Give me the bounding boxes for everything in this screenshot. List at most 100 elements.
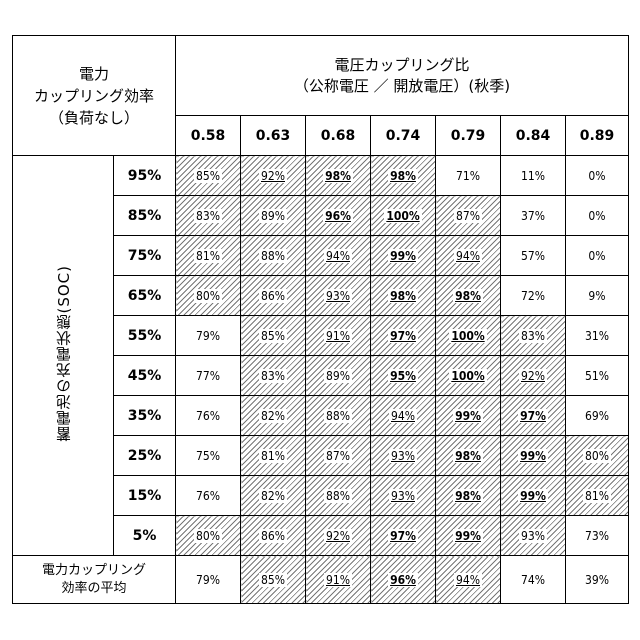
efficiency-value: 80%	[194, 529, 222, 543]
efficiency-cell: 94%	[371, 396, 436, 436]
efficiency-value: 93%	[519, 529, 547, 543]
efficiency-value: 31%	[583, 329, 611, 343]
efficiency-cell: 71%	[436, 156, 501, 196]
efficiency-cell: 11%	[501, 156, 566, 196]
efficiency-cell: 0%	[566, 196, 629, 236]
efficiency-value: 57%	[519, 249, 547, 263]
soc-label: 25%	[114, 436, 176, 476]
efficiency-cell: 88%	[306, 396, 371, 436]
corner-label-line: （負荷なし）	[13, 107, 175, 129]
efficiency-value: 88%	[324, 489, 352, 503]
average-cell: 39%	[566, 556, 629, 604]
efficiency-value: 100%	[449, 369, 486, 383]
voltage-ratio-header: 電圧カップリング比 （公称電圧 ／ 開放電圧）(秋季)	[176, 36, 629, 116]
efficiency-value: 79%	[194, 329, 222, 343]
soc-label: 5%	[114, 516, 176, 556]
soc-label: 55%	[114, 316, 176, 356]
efficiency-value: 74%	[519, 573, 547, 587]
efficiency-value: 93%	[324, 289, 352, 303]
soc-label: 85%	[114, 196, 176, 236]
corner-label-line: カップリング効率	[13, 85, 175, 107]
efficiency-cell: 97%	[501, 396, 566, 436]
efficiency-value: 88%	[259, 249, 287, 263]
efficiency-value: 89%	[324, 369, 352, 383]
average-cell: 79%	[176, 556, 241, 604]
efficiency-value: 85%	[259, 573, 287, 587]
efficiency-value: 85%	[259, 329, 287, 343]
efficiency-value: 98%	[453, 489, 483, 503]
efficiency-value: 92%	[324, 529, 352, 543]
efficiency-cell: 99%	[436, 396, 501, 436]
efficiency-value: 98%	[323, 169, 353, 183]
efficiency-cell: 99%	[371, 236, 436, 276]
efficiency-value: 83%	[194, 209, 222, 223]
table-row: 蓄電池の充電状態(SOC)95%85%92%98%98%71%11%0%	[13, 156, 629, 196]
efficiency-cell: 80%	[566, 436, 629, 476]
efficiency-value: 87%	[454, 209, 482, 223]
efficiency-value: 69%	[583, 409, 611, 423]
efficiency-value: 96%	[323, 209, 353, 223]
efficiency-value: 86%	[259, 529, 287, 543]
efficiency-cell: 94%	[436, 236, 501, 276]
average-label: 電力カップリング効率の平均	[13, 556, 176, 604]
efficiency-value: 99%	[518, 449, 548, 463]
efficiency-value: 79%	[194, 573, 222, 587]
efficiency-cell: 88%	[241, 236, 306, 276]
efficiency-cell: 98%	[436, 276, 501, 316]
efficiency-value: 75%	[194, 449, 222, 463]
efficiency-cell: 88%	[306, 476, 371, 516]
efficiency-value: 91%	[324, 573, 352, 587]
efficiency-cell: 51%	[566, 356, 629, 396]
corner-label-line: 電力	[13, 63, 175, 85]
efficiency-value: 92%	[519, 369, 547, 383]
efficiency-value: 99%	[453, 409, 483, 423]
efficiency-cell: 83%	[241, 356, 306, 396]
efficiency-cell: 57%	[501, 236, 566, 276]
efficiency-cell: 99%	[501, 476, 566, 516]
soc-axis-label-text: 蓄電池の充電状態(SOC)	[53, 265, 74, 442]
efficiency-value: 97%	[518, 409, 548, 423]
efficiency-cell: 92%	[241, 156, 306, 196]
efficiency-value: 82%	[259, 489, 287, 503]
efficiency-cell: 100%	[371, 196, 436, 236]
efficiency-cell: 76%	[176, 396, 241, 436]
efficiency-value: 98%	[453, 289, 483, 303]
efficiency-cell: 80%	[176, 516, 241, 556]
efficiency-value: 97%	[388, 329, 418, 343]
efficiency-value: 11%	[519, 169, 547, 183]
voltage-ratio-header-cell: 0.84	[501, 116, 566, 156]
efficiency-value: 89%	[259, 209, 287, 223]
average-row: 電力カップリング効率の平均79%85%91%96%94%74%39%	[13, 556, 629, 604]
efficiency-cell: 85%	[176, 156, 241, 196]
efficiency-value: 37%	[519, 209, 547, 223]
efficiency-value: 95%	[388, 369, 418, 383]
efficiency-value: 39%	[583, 573, 611, 587]
efficiency-cell: 93%	[371, 476, 436, 516]
efficiency-cell: 98%	[436, 436, 501, 476]
efficiency-cell: 85%	[241, 316, 306, 356]
efficiency-cell: 79%	[176, 316, 241, 356]
efficiency-value: 73%	[583, 529, 611, 543]
efficiency-value: 0%	[586, 209, 607, 223]
efficiency-cell: 93%	[501, 516, 566, 556]
efficiency-cell: 81%	[566, 476, 629, 516]
efficiency-value: 0%	[586, 249, 607, 263]
efficiency-cell: 89%	[241, 196, 306, 236]
voltage-header-title: 電圧カップリング比	[176, 55, 628, 76]
efficiency-value: 86%	[259, 289, 287, 303]
efficiency-cell: 81%	[241, 436, 306, 476]
efficiency-cell: 83%	[176, 196, 241, 236]
efficiency-value: 0%	[586, 169, 607, 183]
efficiency-value: 80%	[583, 449, 611, 463]
efficiency-cell: 76%	[176, 476, 241, 516]
efficiency-cell: 86%	[241, 276, 306, 316]
average-label-line: 効率の平均	[13, 580, 175, 598]
efficiency-cell: 0%	[566, 156, 629, 196]
soc-label: 15%	[114, 476, 176, 516]
efficiency-value: 91%	[324, 329, 352, 343]
efficiency-cell: 72%	[501, 276, 566, 316]
average-cell: 96%	[371, 556, 436, 604]
soc-label: 45%	[114, 356, 176, 396]
efficiency-value: 51%	[583, 369, 611, 383]
efficiency-cell: 93%	[306, 276, 371, 316]
